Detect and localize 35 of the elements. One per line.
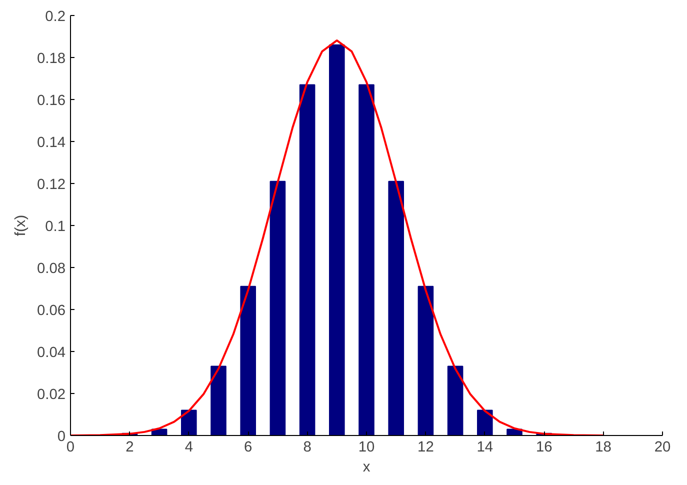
x-tick-label: 2 bbox=[126, 440, 134, 456]
x-tick-label: 18 bbox=[595, 440, 612, 456]
bar bbox=[210, 366, 226, 436]
y-tick-label: 0.14 bbox=[36, 135, 66, 151]
bar bbox=[418, 286, 434, 436]
x-tick-label: 12 bbox=[418, 440, 434, 456]
x-tick-label: 14 bbox=[476, 440, 494, 456]
y-tick-label: 0.02 bbox=[36, 387, 66, 403]
y-tick-label: 0.16 bbox=[36, 93, 66, 109]
bar bbox=[270, 180, 286, 436]
x-tick-label: 6 bbox=[244, 440, 252, 456]
bar bbox=[329, 44, 345, 436]
y-tick-label: 0.2 bbox=[45, 9, 66, 25]
x-tick-label: 10 bbox=[358, 440, 375, 456]
y-tick-label: 0.18 bbox=[36, 51, 66, 67]
y-tick-label: 0 bbox=[57, 429, 66, 445]
x-tick-label: 8 bbox=[303, 440, 312, 456]
y-tick-label: 0.06 bbox=[36, 303, 66, 319]
bar bbox=[477, 410, 493, 436]
y-tick-label: 0.1 bbox=[45, 219, 66, 235]
bar bbox=[240, 286, 256, 436]
x-axis-title: x bbox=[362, 460, 371, 476]
x-tick-label: 4 bbox=[184, 440, 193, 456]
y-axis-title: f(x) bbox=[12, 214, 29, 236]
line-series bbox=[70, 39, 604, 436]
x-tick-label: 16 bbox=[536, 440, 552, 456]
bar bbox=[388, 180, 404, 436]
y-tick-label: 0.08 bbox=[36, 261, 66, 277]
y-tick-label: 0.04 bbox=[36, 345, 66, 361]
y-tick-label: 0.12 bbox=[36, 177, 66, 193]
bar bbox=[299, 84, 316, 436]
bar bbox=[181, 410, 197, 436]
bar bbox=[358, 84, 374, 436]
x-tick-label: 20 bbox=[654, 440, 671, 456]
bar bbox=[447, 366, 464, 436]
